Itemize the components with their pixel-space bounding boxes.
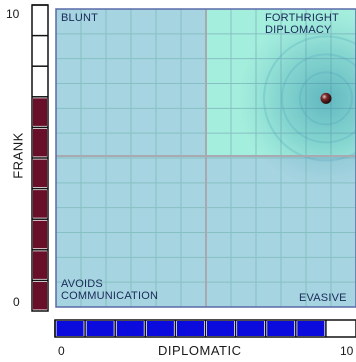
x-meter-segment	[146, 321, 174, 336]
y-meter-segment	[33, 128, 47, 157]
x-meter-segment	[237, 321, 265, 336]
y-meter-segment	[33, 190, 47, 218]
y-tick-max: 10	[6, 7, 20, 21]
x-tick-max: 10	[340, 344, 354, 358]
x-meter-segment	[56, 321, 84, 336]
point-ring	[281, 53, 356, 144]
quadrant-label-forthright-1: FORTHRIGHT	[265, 12, 339, 24]
y-meter-segment	[33, 37, 47, 65]
x-meter-segment	[207, 321, 235, 336]
plot-border	[55, 8, 356, 308]
y-meter-segment	[33, 159, 47, 188]
x-meter-segment	[267, 321, 295, 336]
x-axis-label: DIPLOMATIC	[158, 343, 242, 358]
x-meter-segment	[86, 321, 114, 336]
y-meter-segment	[33, 6, 47, 35]
point-glow	[238, 10, 356, 187]
quadrant-label-avoids-2: COMMUNICATION	[61, 290, 159, 302]
quadrant-label-evasive: EVASIVE	[299, 292, 347, 304]
x-meter-segment	[297, 321, 325, 336]
y-meter-segment	[33, 67, 47, 96]
x-meter-segment	[176, 321, 204, 336]
y-meter-segment	[33, 251, 47, 279]
y-meter-segment	[33, 220, 47, 249]
x-tick-min: 0	[58, 344, 65, 358]
point-ring	[299, 71, 353, 126]
point-ring	[263, 35, 356, 162]
quadrant-label-forthright-2: DIPLOMACY	[265, 24, 332, 36]
y-axis-label: FRANK	[10, 132, 26, 179]
quadrant-label-avoids-1: AVOIDS	[61, 278, 103, 290]
x-meter-segment	[116, 321, 144, 336]
y-tick-min: 0	[13, 295, 20, 309]
y-meter-segment	[33, 281, 47, 310]
x-meter-segment	[327, 321, 355, 336]
data-point	[320, 92, 332, 104]
quadrant-label-blunt: BLUNT	[61, 12, 99, 24]
y-meter-segment	[33, 98, 47, 126]
